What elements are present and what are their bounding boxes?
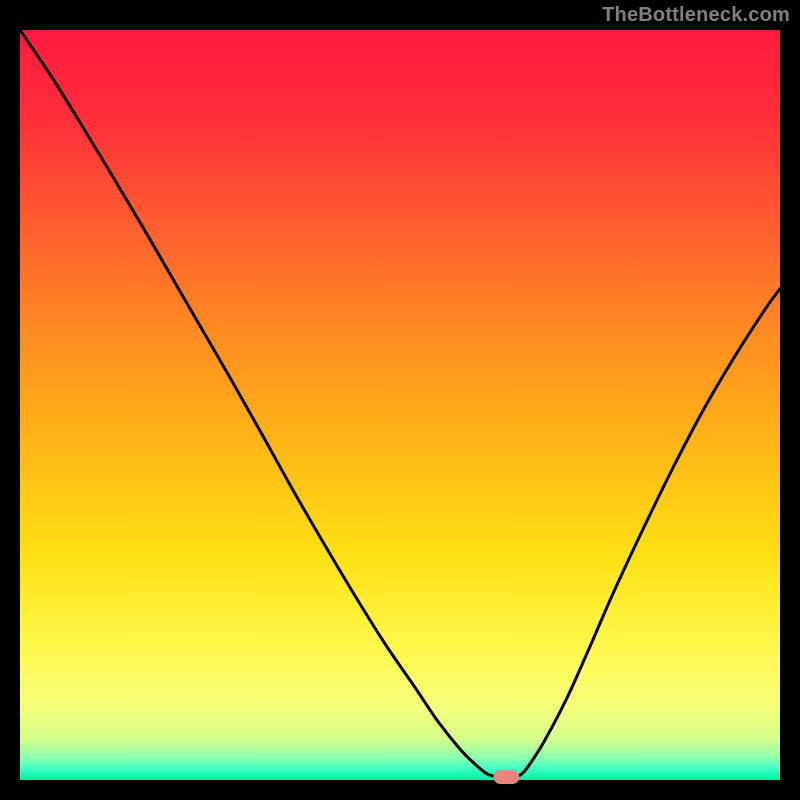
optimal-point-marker (493, 770, 519, 784)
bottleneck-chart (0, 0, 800, 800)
chart-stage: TheBottleneck.com (0, 0, 800, 800)
